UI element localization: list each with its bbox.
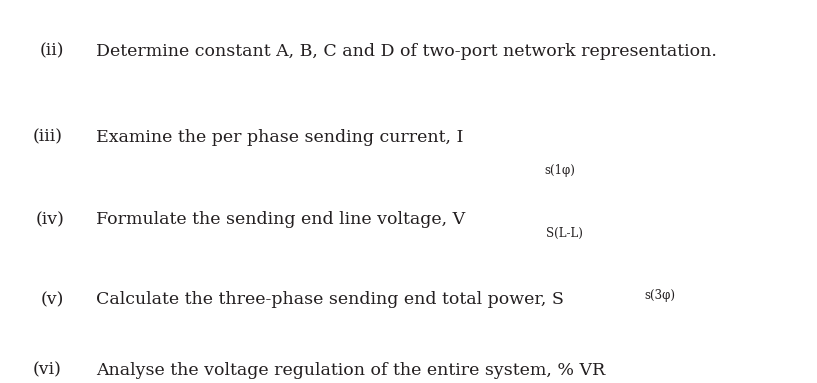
Text: Calculate the three-phase sending end total power, S: Calculate the three-phase sending end to…: [96, 291, 565, 308]
Text: (iii): (iii): [33, 129, 63, 146]
Text: (ii): (ii): [39, 43, 64, 59]
Text: (iv): (iv): [36, 211, 65, 228]
Text: Analyse the voltage regulation of the entire system, % VR: Analyse the voltage regulation of the en…: [96, 362, 605, 378]
Text: (v): (v): [41, 291, 65, 308]
Text: Determine constant A, B, C and D of two-port network representation.: Determine constant A, B, C and D of two-…: [96, 43, 717, 59]
Text: (vi): (vi): [33, 362, 61, 378]
Text: Formulate the sending end line voltage, V: Formulate the sending end line voltage, …: [96, 211, 466, 228]
Text: S(L-L): S(L-L): [546, 228, 583, 241]
Text: Examine the per phase sending current, I: Examine the per phase sending current, I: [96, 129, 464, 146]
Text: s(3φ): s(3φ): [645, 289, 676, 302]
Text: s(1φ): s(1φ): [544, 164, 575, 177]
